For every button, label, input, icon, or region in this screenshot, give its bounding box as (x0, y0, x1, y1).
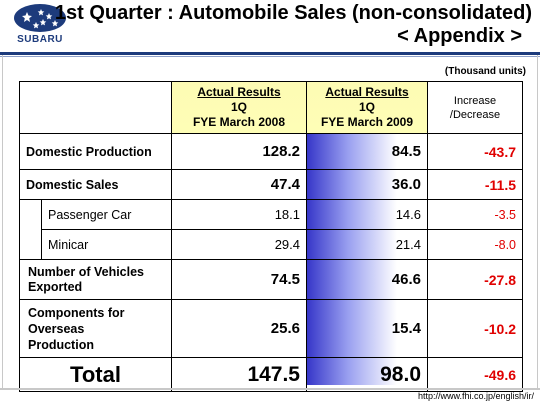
value-change: -10.2 (427, 299, 523, 358)
value-change: -8.0 (427, 229, 523, 260)
row-label: Passenger Car (41, 199, 172, 230)
table-header-row: Actual Results 1Q FYE March 2008 Actual … (19, 81, 523, 134)
row-label: Minicar (41, 229, 172, 260)
value-fy2009: 15.4 (306, 299, 428, 358)
column-header-fy2008: Actual Results 1Q FYE March 2008 (171, 81, 307, 134)
header-divider-thin (0, 56, 540, 57)
units-note: (Thousand units) (444, 66, 526, 77)
total-fy2009: 98.0 (306, 357, 428, 392)
sales-table: Actual Results 1Q FYE March 2008 Actual … (19, 81, 523, 392)
value-change: -43.7 (427, 133, 523, 170)
row-label: Domestic Sales (19, 169, 172, 200)
total-label: Total (19, 357, 172, 392)
value-fy2008: 25.6 (171, 299, 307, 358)
value-fy2008: 29.4 (171, 229, 307, 260)
header-divider (0, 52, 540, 55)
indent-cell (19, 199, 42, 260)
value-change: -11.5 (427, 169, 523, 200)
footer-url: http://www.fhi.co.jp/english/ir/ (417, 391, 534, 401)
footer-divider (0, 388, 540, 390)
table-row: Minicar 29.4 21.4 -8.0 (20, 229, 523, 260)
table-row: Passenger Car 18.1 14.6 -3.5 (19, 199, 523, 260)
column-header-change: Increase /Decrease (427, 81, 523, 134)
value-fy2008: 128.2 (171, 133, 307, 170)
table-row-total: Total 147.5 98.0 -49.6 (19, 357, 523, 392)
value-fy2009: 36.0 (306, 169, 428, 200)
page-title: 1st Quarter : Automobile Sales (non-cons… (54, 2, 532, 24)
value-fy2008: 18.1 (171, 199, 307, 230)
value-fy2008: 74.5 (171, 259, 307, 300)
subaru-logo: SUBARU (8, 3, 72, 47)
table-row: Number of Vehicles Exported 74.5 46.6 -2… (19, 259, 523, 300)
value-change: -27.8 (427, 259, 523, 300)
table-row: Components for Overseas Production 25.6 … (19, 299, 523, 358)
value-fy2009: 14.6 (306, 199, 428, 230)
total-change: -49.6 (427, 357, 523, 392)
table-row: Domestic Production 128.2 84.5 -43.7 (19, 133, 523, 170)
slide-frame (2, 55, 538, 389)
table-row: Domestic Sales 47.4 36.0 -11.5 (19, 169, 523, 200)
value-fy2009: 46.6 (306, 259, 428, 300)
value-fy2008: 47.4 (171, 169, 307, 200)
column-header-fy2009: Actual Results 1Q FYE March 2009 (306, 81, 428, 134)
value-change: -3.5 (427, 199, 523, 230)
total-fy2008: 147.5 (171, 357, 307, 392)
value-fy2009: 21.4 (306, 229, 428, 260)
pleiades-stars-icon (14, 4, 66, 32)
row-label: Components for Overseas Production (19, 299, 172, 358)
value-fy2009: 84.5 (306, 133, 428, 170)
brand-name: SUBARU (17, 34, 63, 45)
row-label: Number of Vehicles Exported (19, 259, 172, 300)
header-blank-cell (19, 81, 172, 134)
page-subtitle: < Appendix > (397, 25, 522, 47)
row-label: Domestic Production (19, 133, 172, 170)
